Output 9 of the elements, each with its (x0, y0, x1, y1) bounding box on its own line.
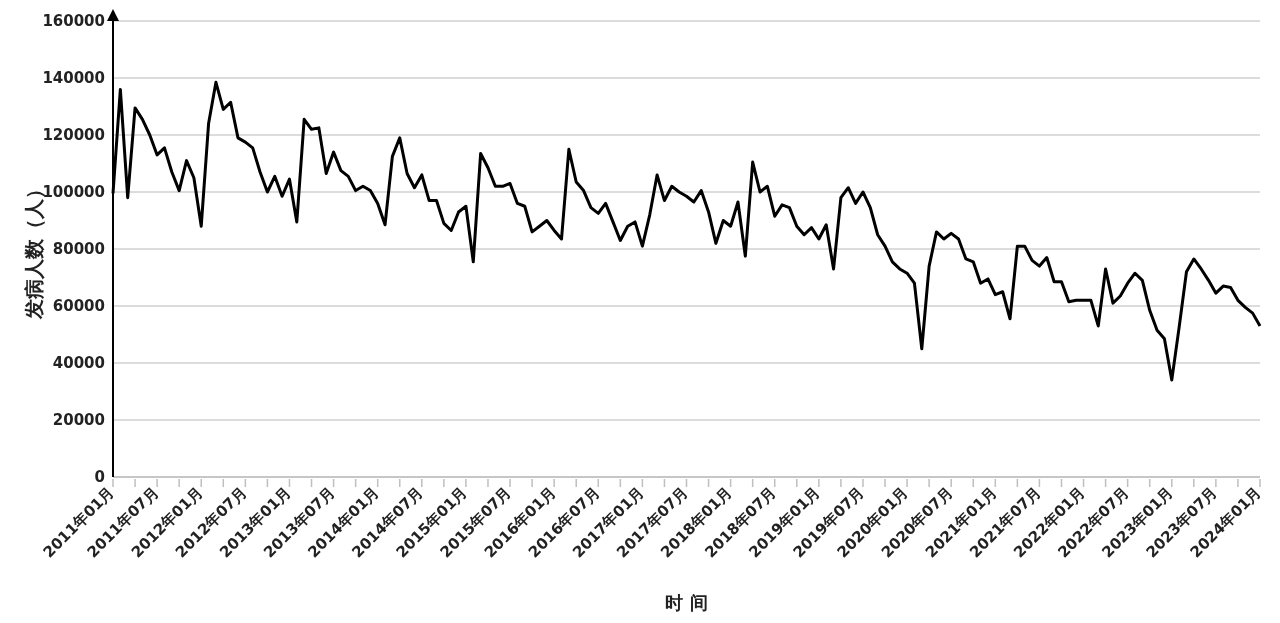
y-tick-label: 60000 (52, 297, 105, 316)
y-tick-label: 40000 (52, 354, 105, 373)
x-axis-title: 时 间 (665, 592, 708, 613)
y-tick-label: 140000 (42, 69, 105, 88)
y-tick-label: 0 (94, 468, 105, 487)
y-tick-label: 20000 (52, 411, 105, 430)
y-tick-label: 80000 (52, 240, 105, 259)
y-tick-label: 160000 (42, 12, 105, 31)
y-tick-label: 120000 (42, 126, 105, 145)
